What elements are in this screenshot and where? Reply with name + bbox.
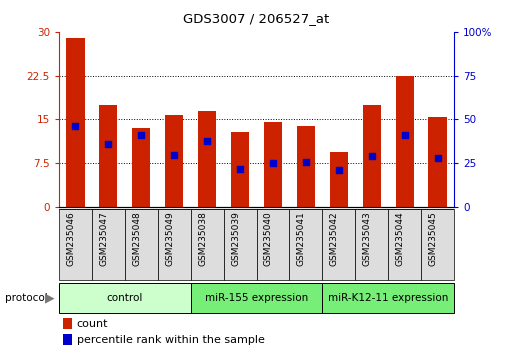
Bar	[198, 111, 216, 207]
Text: protocol: protocol	[5, 293, 48, 303]
Text: GSM235043: GSM235043	[363, 211, 372, 266]
Text: control: control	[107, 293, 143, 303]
Point	[334, 167, 343, 173]
Text: ▶: ▶	[45, 292, 55, 305]
Bar	[63, 334, 72, 346]
Point	[203, 138, 211, 143]
Bar	[63, 318, 72, 329]
Point	[401, 132, 409, 138]
Bar	[428, 116, 447, 207]
FancyBboxPatch shape	[421, 209, 454, 280]
Point	[170, 152, 179, 157]
Point	[236, 166, 244, 171]
Text: GSM235049: GSM235049	[165, 211, 174, 266]
FancyBboxPatch shape	[388, 209, 421, 280]
Text: GSM235038: GSM235038	[198, 211, 207, 266]
Bar	[264, 122, 282, 207]
Bar	[363, 105, 381, 207]
Text: GSM235045: GSM235045	[428, 211, 438, 266]
Bar	[165, 115, 183, 207]
Point	[269, 160, 277, 166]
FancyBboxPatch shape	[289, 209, 322, 280]
FancyBboxPatch shape	[158, 209, 191, 280]
Text: GSM235040: GSM235040	[264, 211, 273, 266]
Bar	[100, 105, 117, 207]
Point	[71, 124, 80, 129]
Bar	[231, 132, 249, 207]
Point	[137, 132, 145, 138]
Text: GSM235047: GSM235047	[100, 211, 108, 266]
Text: GSM235039: GSM235039	[231, 211, 240, 266]
FancyBboxPatch shape	[59, 283, 191, 313]
FancyBboxPatch shape	[322, 283, 454, 313]
Text: GSM235042: GSM235042	[330, 211, 339, 266]
Bar	[330, 152, 348, 207]
FancyBboxPatch shape	[92, 209, 125, 280]
Text: count: count	[77, 319, 108, 329]
FancyBboxPatch shape	[191, 209, 224, 280]
FancyBboxPatch shape	[256, 209, 289, 280]
Bar	[66, 38, 85, 207]
Point	[368, 153, 376, 159]
Point	[104, 141, 112, 147]
Point	[302, 159, 310, 164]
FancyBboxPatch shape	[322, 209, 355, 280]
Text: GDS3007 / 206527_at: GDS3007 / 206527_at	[183, 12, 330, 25]
FancyBboxPatch shape	[355, 209, 388, 280]
Text: GSM235044: GSM235044	[396, 211, 405, 266]
Text: GSM235041: GSM235041	[297, 211, 306, 266]
Text: GSM235046: GSM235046	[67, 211, 75, 266]
FancyBboxPatch shape	[125, 209, 158, 280]
Text: miR-155 expression: miR-155 expression	[205, 293, 308, 303]
Bar	[297, 126, 315, 207]
Text: miR-K12-11 expression: miR-K12-11 expression	[328, 293, 448, 303]
Point	[433, 155, 442, 161]
Text: GSM235048: GSM235048	[132, 211, 141, 266]
FancyBboxPatch shape	[59, 209, 92, 280]
Bar	[132, 128, 150, 207]
Bar	[396, 76, 413, 207]
FancyBboxPatch shape	[191, 283, 322, 313]
FancyBboxPatch shape	[224, 209, 256, 280]
Text: percentile rank within the sample: percentile rank within the sample	[77, 335, 265, 345]
